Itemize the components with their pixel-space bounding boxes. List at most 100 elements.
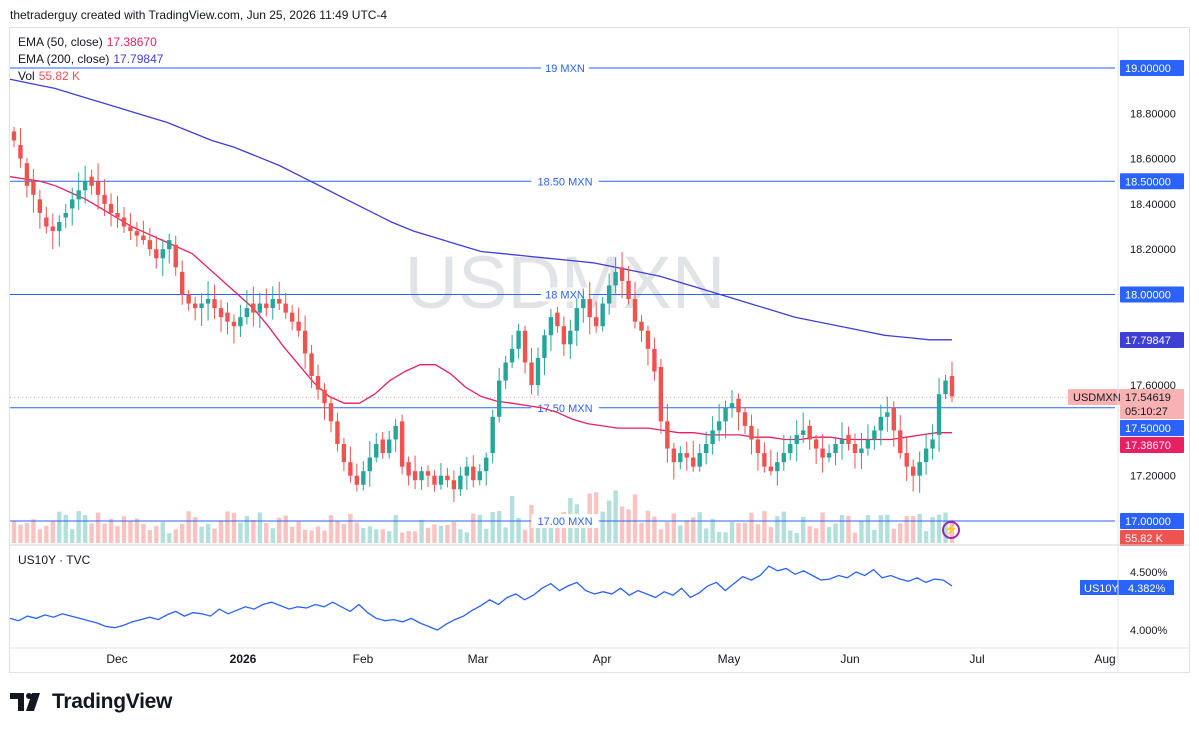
candle[interactable] [710,416,715,455]
candle[interactable] [179,260,185,305]
candle[interactable] [794,420,799,462]
candle[interactable] [212,284,217,320]
candle[interactable] [878,404,884,446]
candle[interactable] [606,273,612,315]
candle[interactable] [742,407,748,435]
candle[interactable] [244,290,250,325]
candle[interactable] [11,126,17,148]
candle[interactable] [296,307,301,337]
candle[interactable] [57,215,62,247]
candle[interactable] [820,434,825,473]
candle[interactable] [522,325,528,374]
candle[interactable] [374,433,379,463]
candle[interactable] [801,412,806,444]
candle[interactable] [891,401,896,447]
candle[interactable] [716,403,722,442]
candle[interactable] [729,389,735,418]
candle[interactable] [645,325,651,366]
candle[interactable] [781,434,787,471]
candle[interactable] [736,393,741,431]
candle[interactable] [697,443,702,472]
candle[interactable] [652,337,657,381]
candle[interactable] [509,334,515,369]
candle[interactable] [678,446,683,470]
candle[interactable] [930,424,935,460]
candle[interactable] [387,430,392,459]
us10y-last-tag[interactable]: US10Y 4.382% [1080,580,1174,595]
candle[interactable] [361,461,366,491]
candle[interactable] [542,329,547,376]
candle[interactable] [147,228,153,256]
candle[interactable] [192,296,198,321]
candle[interactable] [755,428,761,471]
candle[interactable] [923,433,929,475]
candle[interactable] [885,396,890,432]
candle[interactable] [574,298,579,346]
candle[interactable] [749,414,754,455]
candle[interactable] [626,266,631,305]
candle[interactable] [309,345,314,389]
candle[interactable] [484,452,489,486]
candle[interactable] [31,169,36,213]
candle[interactable] [438,463,444,490]
level-price-tag[interactable]: 17.00000 [1120,513,1184,529]
candle[interactable] [581,288,586,323]
candle[interactable] [535,347,541,396]
candle[interactable] [432,470,437,492]
candle[interactable] [270,286,275,320]
candle[interactable] [904,437,909,481]
candle[interactable] [50,213,56,250]
candle[interactable] [516,323,521,359]
candle[interactable] [949,361,955,403]
candle[interactable] [257,292,263,328]
candle[interactable] [917,451,922,493]
level-price-tag[interactable]: 18.00000 [1120,286,1184,303]
candle[interactable] [412,455,418,490]
candle[interactable] [283,292,288,319]
candle[interactable] [826,444,832,463]
candle[interactable] [173,235,178,276]
candle[interactable] [367,441,372,487]
candle[interactable] [691,440,696,472]
candle[interactable] [115,195,120,228]
candle[interactable] [658,358,664,434]
candle[interactable] [632,281,638,329]
candle[interactable] [587,281,592,335]
candle[interactable] [548,308,554,351]
candle[interactable] [872,425,877,450]
candle[interactable] [18,127,23,168]
candle[interactable] [943,374,948,399]
ema50-price-tag[interactable]: 17.38670 [1120,437,1184,453]
candle[interactable] [63,203,68,229]
candle[interactable] [302,315,308,369]
candle[interactable] [37,189,43,229]
candle[interactable] [160,238,165,277]
candle[interactable] [671,442,677,480]
candle[interactable] [723,400,728,439]
candle[interactable] [807,419,812,450]
candle[interactable] [852,433,858,469]
level-price-tag[interactable]: 18.50000 [1120,173,1184,190]
candle[interactable] [277,281,282,311]
footer-brand[interactable]: TradingView [10,690,172,714]
candle[interactable] [768,449,774,476]
candle[interactable] [70,187,75,226]
candle[interactable] [76,172,81,210]
candle[interactable] [665,404,670,463]
candle[interactable] [154,235,159,269]
candle[interactable] [490,409,495,464]
candle[interactable] [568,319,573,359]
candle[interactable] [121,207,127,233]
candle[interactable] [703,431,709,465]
candle[interactable] [134,222,140,247]
candle[interactable] [89,169,94,195]
candle[interactable] [419,466,424,490]
candle[interactable] [425,465,431,488]
last-price-tag[interactable]: 17.54619 05:10:27 [1120,389,1184,419]
candle[interactable] [322,383,327,420]
candle[interactable] [186,289,191,311]
candle[interactable] [600,297,605,332]
candle[interactable] [561,316,567,357]
candle[interactable] [406,456,411,486]
